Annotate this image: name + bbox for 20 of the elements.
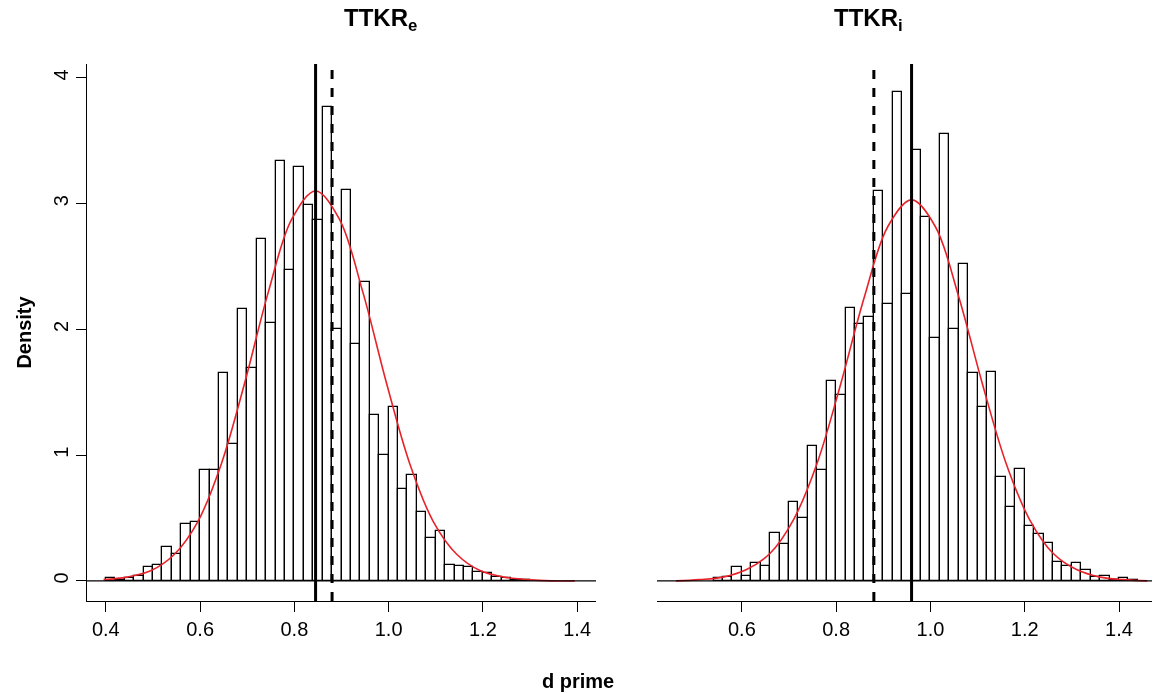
x-tick-label: 1.0 (916, 618, 945, 641)
chart-title: TTKR$_{i}$ (834, 4, 903, 36)
y-tick-label: 4 (49, 69, 72, 81)
chart-title: TTKR$_{e}$ (344, 4, 418, 36)
x-tick-label: 1.2 (1010, 618, 1039, 641)
y-tick-label: 2 (49, 320, 72, 332)
x-tick-label: 0.6 (186, 618, 215, 641)
y-tick-label: 0 (49, 572, 72, 584)
y-tick-label: 3 (49, 195, 72, 207)
x-tick-label: 1.2 (468, 618, 497, 641)
x-tick-label: 1.0 (374, 618, 403, 641)
y-tick-label: 1 (49, 446, 72, 458)
x-tick-label: 1.4 (1105, 618, 1133, 641)
x-axis-title: d prime (542, 670, 615, 692)
x-tick-label: 0.4 (91, 618, 120, 641)
x-tick-label: 0.8 (822, 618, 851, 641)
x-tick-label: 1.4 (563, 618, 592, 641)
y-axis-title: Density (13, 295, 36, 369)
x-tick-label: 0.8 (280, 618, 309, 641)
x-tick-label: 0.6 (727, 618, 756, 641)
